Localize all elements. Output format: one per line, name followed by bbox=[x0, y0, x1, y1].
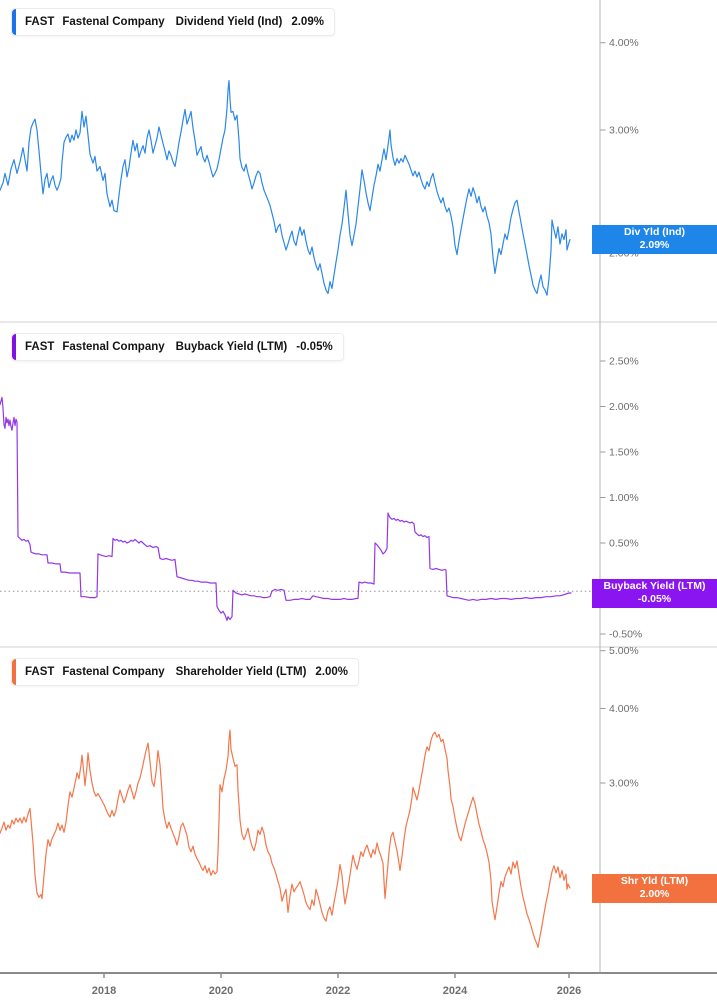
metric-value: -0.05% bbox=[296, 341, 333, 353]
series-line-0 bbox=[0, 79, 571, 296]
company-label: Fastenal Company bbox=[62, 666, 165, 678]
last-value-badge-div-yld[interactable]: Div Yld (Ind) 2.09% bbox=[592, 225, 717, 254]
y-axis-tick-label: -0.50% bbox=[609, 629, 642, 641]
badge-value: 2.09% bbox=[639, 239, 670, 251]
series-line-1 bbox=[0, 396, 572, 622]
badge-metric: Shr Yld (LTM) bbox=[620, 875, 689, 887]
metric-value: 2.09% bbox=[291, 16, 324, 28]
y-axis-tick-label: 2.00% bbox=[609, 401, 639, 413]
y-axis-tick-label: 4.00% bbox=[609, 37, 639, 49]
x-axis-year-label: 2026 bbox=[557, 985, 581, 997]
y-axis-tick-label: 1.00% bbox=[609, 492, 639, 504]
metric-label: Dividend Yield (Ind) bbox=[175, 16, 283, 28]
metric-value: 2.00% bbox=[315, 666, 349, 678]
badge-value: 2.00% bbox=[639, 888, 670, 900]
x-axis-year-label: 2018 bbox=[92, 985, 116, 997]
ticker-label: FAST bbox=[25, 341, 55, 353]
ticker-label: FAST bbox=[25, 666, 55, 678]
y-axis-tick-label: 2.50% bbox=[609, 356, 639, 368]
x-axis-year-label: 2022 bbox=[326, 985, 350, 997]
y-axis-tick-label: 3.00% bbox=[609, 125, 639, 137]
metric-label: Buyback Yield (LTM) bbox=[175, 341, 288, 353]
legend-shareholder-yield[interactable]: FAST Fastenal Company Shareholder Yield … bbox=[11, 658, 360, 686]
company-label: Fastenal Company bbox=[62, 341, 165, 353]
badge-metric: Buyback Yield (LTM) bbox=[603, 580, 706, 592]
ticker-label: FAST bbox=[25, 16, 55, 28]
y-axis-tick-label: 3.00% bbox=[609, 778, 639, 790]
y-axis-tick-label: 0.50% bbox=[609, 538, 639, 550]
legend-buyback-yield[interactable]: FAST Fastenal Company Buyback Yield (LTM… bbox=[11, 333, 344, 361]
last-value-badge-buyback-yld[interactable]: Buyback Yield (LTM) -0.05% bbox=[592, 579, 717, 608]
y-axis-tick-label: 4.00% bbox=[609, 703, 639, 715]
series-color-bar bbox=[12, 659, 16, 685]
y-axis-tick-label: 1.50% bbox=[609, 447, 639, 459]
legend-dividend-yield[interactable]: FAST Fastenal Company Dividend Yield (In… bbox=[11, 8, 335, 36]
last-value-badge-shr-yld[interactable]: Shr Yld (LTM) 2.00% bbox=[592, 874, 717, 903]
series-color-bar bbox=[12, 334, 16, 360]
x-axis-year-label: 2024 bbox=[443, 985, 468, 997]
metric-label: Shareholder Yield (LTM) bbox=[175, 666, 307, 678]
y-axis-tick-label: 5.00% bbox=[609, 645, 639, 657]
series-line-2 bbox=[0, 729, 571, 949]
badge-metric: Div Yld (Ind) bbox=[623, 226, 686, 238]
x-axis-year-label: 2020 bbox=[209, 985, 233, 997]
badge-value: -0.05% bbox=[637, 593, 672, 605]
company-label: Fastenal Company bbox=[62, 16, 165, 28]
series-color-bar bbox=[12, 9, 16, 35]
